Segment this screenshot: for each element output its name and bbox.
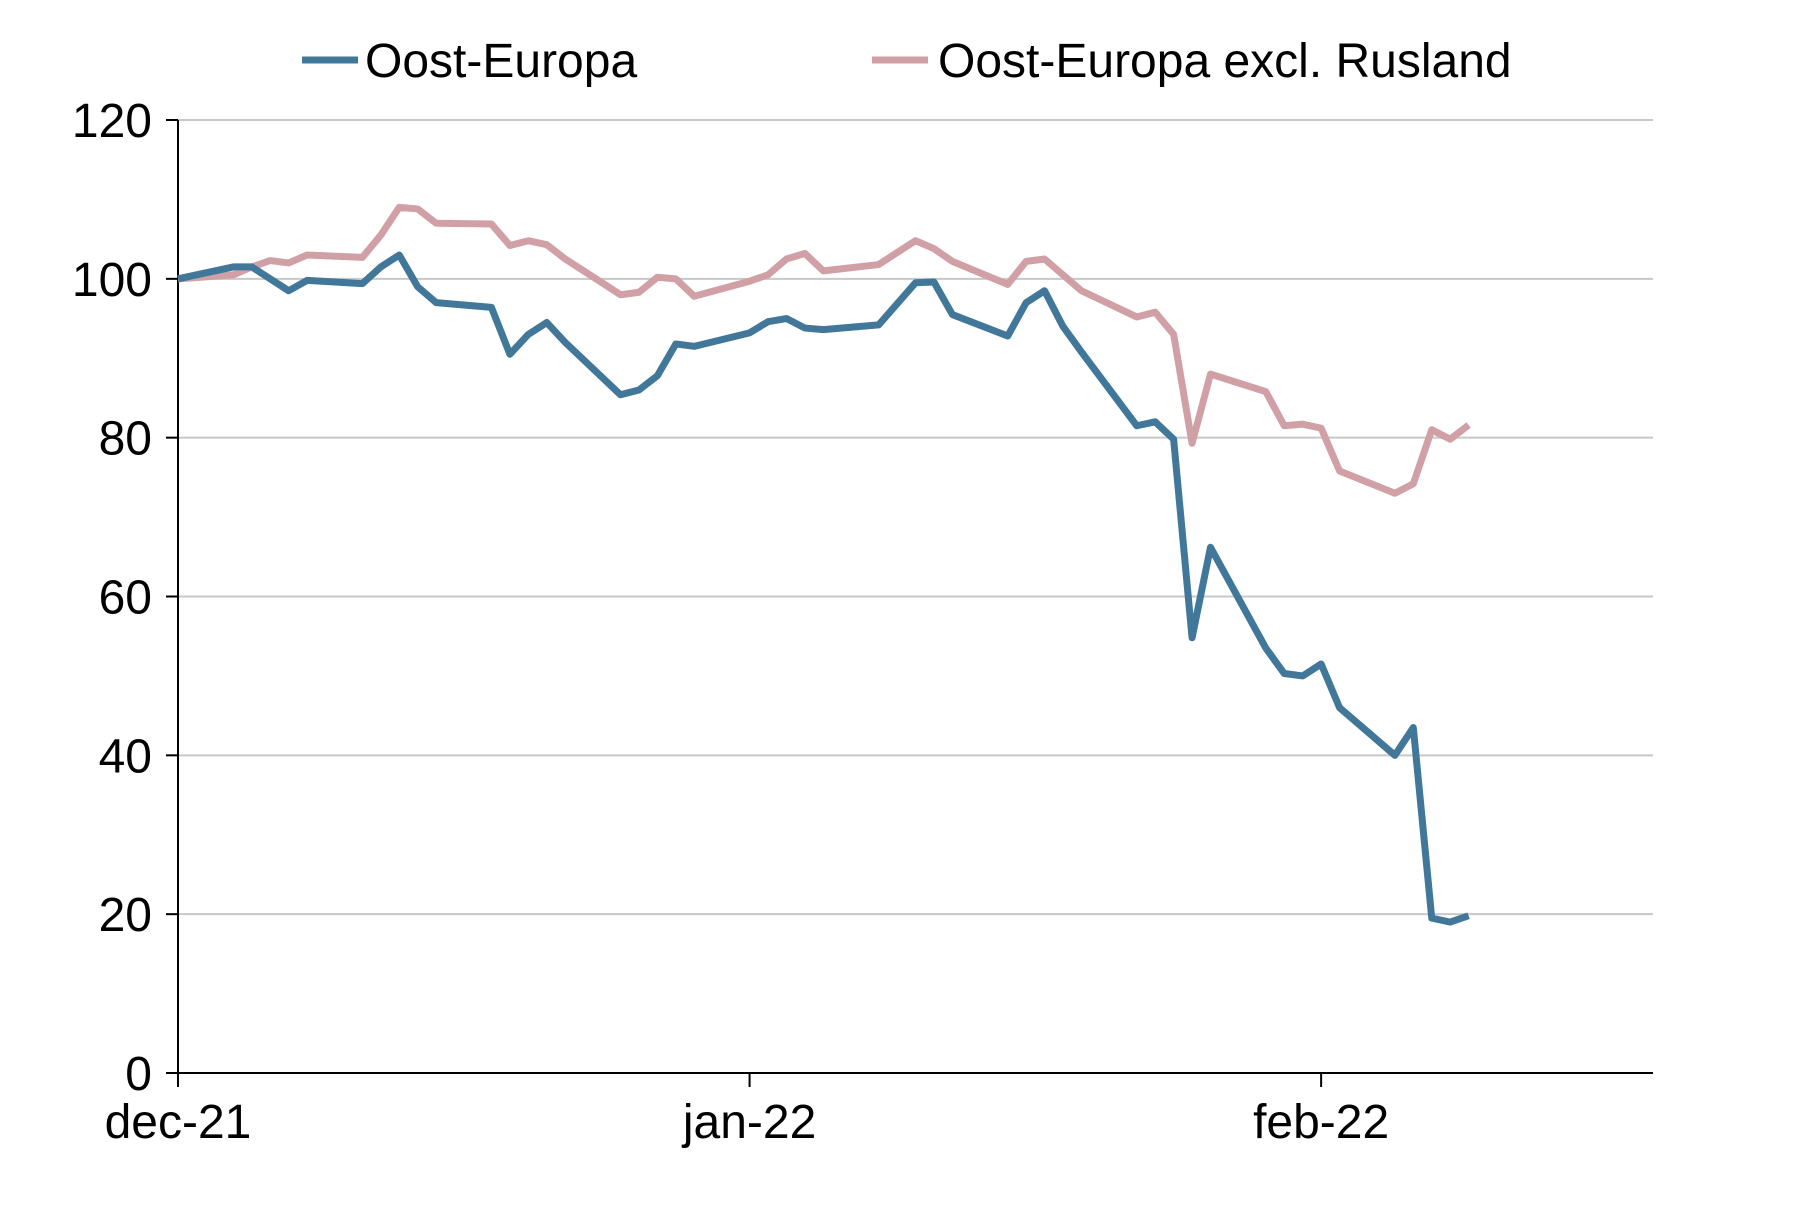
y-tick-label: 60	[99, 572, 152, 625]
x-tick-label: feb-22	[1253, 1096, 1389, 1149]
y-tick-label: 80	[99, 413, 152, 466]
y-tick-labels: 0 20 40 60 80 100 120	[72, 95, 178, 1101]
gridlines	[178, 119, 1653, 916]
legend: Oost-Europa Oost-Europa excl. Rusland	[302, 35, 1512, 88]
x-tick-label: jan-22	[681, 1096, 816, 1149]
series-lines	[177, 203, 1471, 926]
y-tick-label: 40	[99, 730, 152, 783]
y-tick-label: 0	[125, 1048, 152, 1101]
series-line-oost-europa	[177, 251, 1470, 926]
y-tick-label: 100	[72, 254, 152, 307]
x-tick-labels: dec-21 jan-22 feb-22	[105, 1073, 1389, 1149]
y-tick-label: 120	[72, 95, 152, 148]
legend-label: Oost-Europa excl. Rusland	[938, 35, 1512, 88]
x-tick-label: dec-21	[105, 1096, 252, 1149]
series-line-oost-europa-excl-rusland	[177, 203, 1471, 497]
y-tick-label: 20	[99, 889, 152, 942]
legend-label: Oost-Europa	[365, 35, 637, 88]
